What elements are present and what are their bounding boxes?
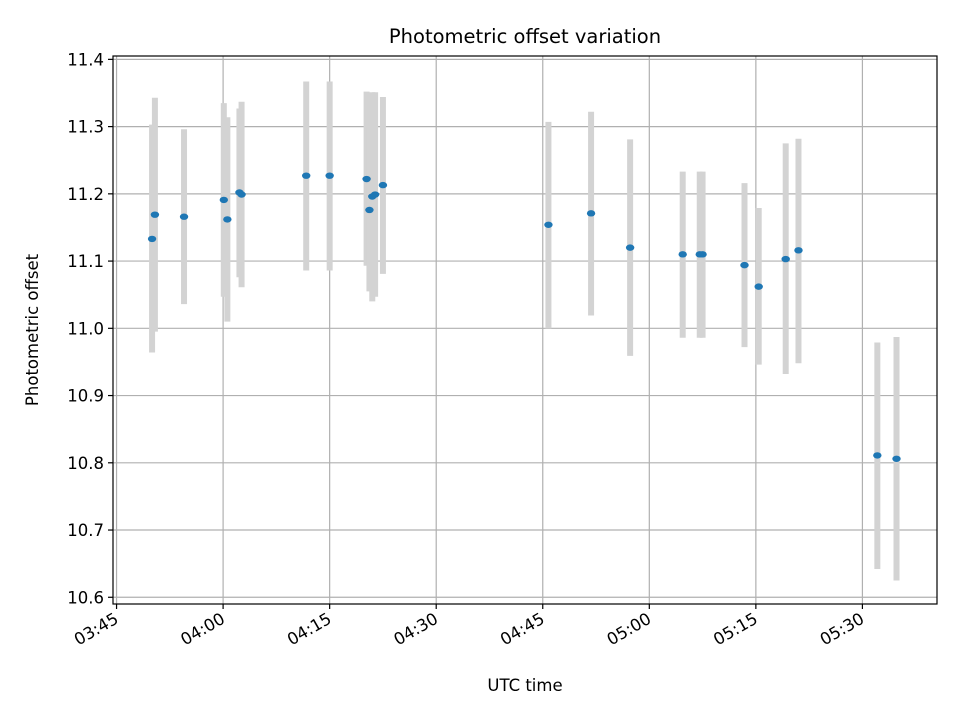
y-tick-label: 10.9 <box>67 387 104 406</box>
data-point <box>378 181 388 189</box>
x-tick-label: 04:15 <box>284 609 335 649</box>
x-tick-label: 05:15 <box>710 609 761 649</box>
x-tick-label: 05:30 <box>817 609 868 649</box>
data-point <box>586 210 596 217</box>
point-layer <box>147 172 901 462</box>
y-tick-label: 11.3 <box>67 118 104 137</box>
data-point <box>678 251 687 258</box>
data-point <box>147 235 157 243</box>
y-axis-label: Photometric offset <box>23 253 42 406</box>
data-point <box>794 247 803 254</box>
y-tick-label: 11.1 <box>67 252 104 271</box>
plot-frame <box>112 55 938 605</box>
data-point <box>892 455 901 462</box>
data-point <box>740 261 749 269</box>
y-tick-label: 10.7 <box>67 521 104 540</box>
data-point <box>219 196 229 204</box>
data-point <box>873 452 882 459</box>
data-point <box>325 172 334 179</box>
x-tick-label: 03:45 <box>71 609 122 649</box>
data-point <box>544 221 553 228</box>
chart-title: Photometric offset variation <box>389 25 661 48</box>
data-point <box>781 255 790 263</box>
x-tick-label: 05:00 <box>604 609 655 649</box>
x-tick-label: 04:00 <box>177 609 228 649</box>
data-point <box>362 175 371 183</box>
y-tick-label: 11.0 <box>67 319 104 338</box>
data-point <box>754 283 763 290</box>
x-tick-label: 04:45 <box>497 609 548 649</box>
data-point <box>370 191 380 198</box>
y-tick-label: 11.4 <box>67 50 104 69</box>
y-tick-label: 10.6 <box>67 588 104 607</box>
data-point <box>150 211 160 218</box>
data-point <box>625 244 635 251</box>
tick-layer: 10.6 10.7 10.8 10.9 11.0 11.1 11.2 11.3 11.4 03:4… <box>67 50 867 649</box>
x-tick-label: 04:30 <box>391 609 442 649</box>
data-point <box>179 213 189 220</box>
data-point <box>698 251 707 258</box>
errorbar-layer <box>149 81 900 581</box>
data-point <box>223 216 232 223</box>
y-tick-label: 10.8 <box>67 454 104 473</box>
y-tick-label: 11.2 <box>67 185 104 204</box>
x-axis-label: UTC time <box>487 676 562 695</box>
data-point <box>302 172 311 179</box>
data-point <box>237 191 246 198</box>
data-point <box>365 206 374 214</box>
